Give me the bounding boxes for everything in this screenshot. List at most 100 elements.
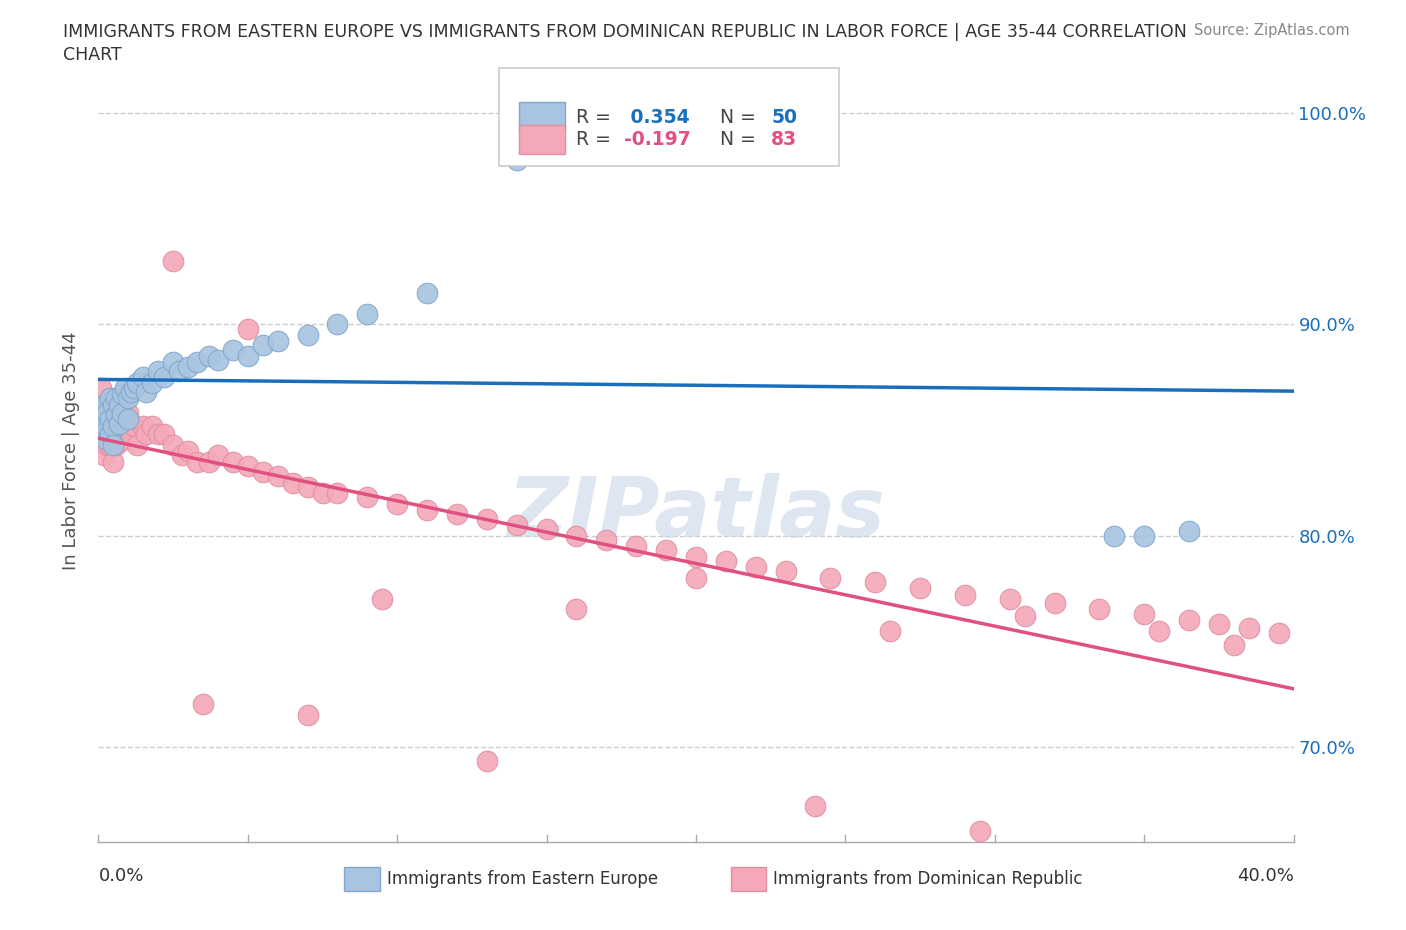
Text: N =: N = (709, 108, 762, 126)
Point (127, 376, 149, 391)
Point (475, 512, 498, 526)
Point (222, 342, 245, 357)
Point (153, 427, 176, 442)
Text: 0.0%: 0.0% (98, 867, 143, 885)
Point (565, 528, 588, 543)
Point (252, 338, 274, 352)
Point (222, 454, 245, 469)
Point (297, 327, 319, 342)
Point (565, 138, 588, 153)
Point (186, 454, 208, 469)
Point (416, 286, 439, 300)
Point (148, 427, 170, 442)
Point (93, 397, 115, 412)
Text: 83: 83 (772, 130, 797, 149)
Point (98, 437, 122, 452)
Point (96, 433, 118, 448)
Point (626, 538, 648, 553)
Point (1014, 608, 1036, 623)
Point (103, 397, 125, 412)
Point (198, 349, 221, 364)
Point (685, 570, 707, 585)
Point (714, 553, 737, 568)
Point (93, 448, 115, 463)
Point (326, 317, 349, 332)
Point (191, 697, 214, 711)
Point (356, 306, 378, 321)
Point (127, 437, 149, 452)
Point (96, 405, 118, 420)
Point (198, 454, 221, 469)
Point (103, 454, 125, 469)
Point (969, 824, 991, 839)
Point (120, 384, 142, 399)
Point (311, 485, 333, 500)
Point (565, 602, 588, 617)
Point (98, 405, 122, 420)
Point (595, 532, 617, 547)
Bar (519, 125, 565, 154)
Point (162, 254, 184, 269)
Point (167, 364, 190, 379)
Point (207, 448, 229, 463)
Point (120, 427, 142, 442)
Point (96, 437, 118, 452)
Point (103, 437, 125, 452)
Point (132, 370, 155, 385)
Point (172, 448, 194, 463)
Point (93, 412, 115, 427)
Point (820, 570, 842, 585)
Point (103, 427, 125, 442)
Point (114, 418, 136, 433)
Point (236, 349, 259, 364)
Point (124, 418, 146, 433)
Point (1223, 638, 1246, 653)
Text: CHART: CHART (63, 46, 122, 63)
Point (685, 550, 707, 565)
Point (105, 405, 128, 420)
Point (108, 422, 131, 437)
Point (108, 416, 131, 431)
Text: R =: R = (576, 130, 617, 149)
Point (162, 355, 184, 370)
Point (90, 416, 112, 431)
Point (1208, 617, 1230, 631)
Point (536, 522, 558, 537)
Point (105, 407, 128, 422)
Point (297, 480, 319, 495)
Point (108, 391, 131, 405)
Point (1043, 595, 1066, 610)
Point (90, 402, 112, 417)
Point (90, 412, 112, 427)
Point (745, 560, 768, 575)
Point (385, 497, 409, 512)
Point (132, 418, 155, 433)
Point (177, 359, 200, 374)
Point (105, 391, 128, 405)
Point (111, 405, 134, 420)
Text: -0.197: -0.197 (624, 130, 690, 149)
Point (326, 485, 349, 500)
Point (475, 754, 498, 769)
Point (908, 581, 931, 596)
Text: ZIPatlas: ZIPatlas (508, 473, 884, 554)
Text: Immigrants from Dominican Republic: Immigrants from Dominican Republic (773, 870, 1083, 888)
Text: 40.0%: 40.0% (1237, 867, 1294, 885)
Point (96, 422, 118, 437)
Text: R =: R = (576, 108, 617, 126)
Point (117, 391, 139, 405)
Point (105, 437, 128, 452)
Point (186, 355, 208, 370)
Point (371, 591, 394, 606)
Point (90, 380, 112, 395)
Point (1104, 528, 1126, 543)
Point (879, 623, 901, 638)
Point (1267, 625, 1289, 640)
Point (135, 427, 157, 442)
Point (267, 469, 290, 484)
Point (162, 437, 184, 452)
Point (281, 475, 304, 490)
Point (111, 433, 134, 448)
Point (135, 384, 157, 399)
Point (446, 507, 468, 522)
